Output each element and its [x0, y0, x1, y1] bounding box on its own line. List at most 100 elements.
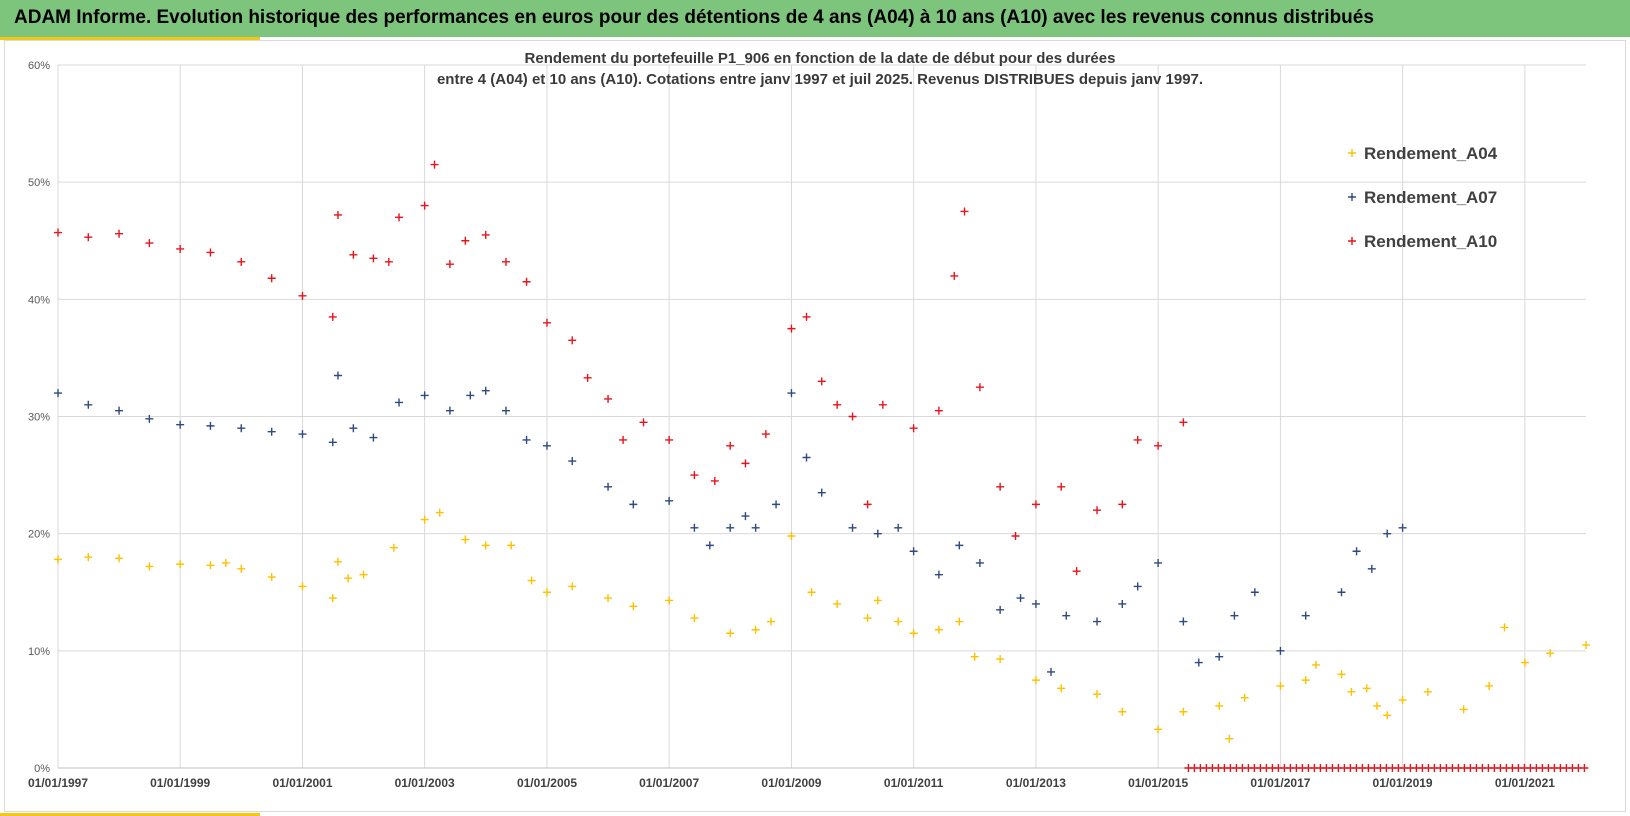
data-point: [690, 614, 699, 623]
data-point: [501, 257, 510, 266]
data-point: [1179, 617, 1188, 626]
data-point: [604, 482, 613, 491]
legend-marker: [1348, 149, 1356, 157]
data-point: [726, 441, 735, 450]
data-point: [206, 561, 215, 570]
data-point: [1582, 640, 1590, 649]
y-tick-label: 40%: [28, 294, 50, 306]
x-tick-label: 01/01/2019: [1373, 776, 1433, 790]
data-point: [1154, 441, 1163, 450]
data-point: [833, 400, 842, 409]
data-point: [333, 210, 342, 219]
data-point: [420, 391, 429, 400]
data-point: [267, 427, 276, 436]
data-point: [369, 433, 378, 442]
data-point: [237, 564, 246, 573]
data-point: [1215, 652, 1224, 661]
data-point: [1423, 687, 1432, 696]
data-point: [848, 523, 857, 532]
data-point: [1276, 681, 1285, 690]
data-point: [333, 557, 342, 566]
data-point: [970, 652, 979, 661]
series-Rendement_A04: [54, 508, 1590, 743]
data-point: [568, 457, 577, 466]
data-point: [1047, 667, 1056, 676]
data-point: [787, 389, 796, 398]
data-point: [420, 515, 429, 524]
x-tick-label: 01/01/1997: [28, 776, 88, 790]
data-point: [1367, 564, 1376, 573]
data-point: [1011, 532, 1020, 541]
data-point: [690, 523, 699, 532]
data-point: [787, 324, 796, 333]
data-point: [955, 617, 964, 626]
data-point: [1072, 567, 1081, 576]
data-point: [1016, 594, 1025, 603]
data-point: [1154, 558, 1163, 567]
data-point: [84, 553, 93, 562]
x-tick-label: 01/01/2009: [761, 776, 821, 790]
data-point: [629, 500, 638, 509]
accent-bar-top: [0, 37, 260, 40]
data-point: [1031, 599, 1040, 608]
data-point: [741, 459, 750, 468]
data-point: [1093, 617, 1102, 626]
data-point: [863, 614, 872, 623]
data-point: [328, 312, 337, 321]
data-point: [1372, 701, 1381, 710]
data-point: [604, 394, 613, 403]
data-point: [522, 277, 531, 286]
data-point: [583, 373, 592, 382]
data-point: [389, 543, 398, 552]
y-tick-label: 30%: [28, 412, 50, 424]
data-point: [420, 201, 429, 210]
data-point: [145, 562, 154, 571]
data-point: [996, 482, 1005, 491]
data-point: [873, 529, 882, 538]
data-point: [1500, 623, 1509, 632]
data-point: [934, 570, 943, 579]
chart-grid: [57, 64, 1586, 769]
data-point: [461, 535, 470, 544]
data-point: [430, 160, 439, 169]
data-point: [267, 573, 276, 582]
x-tick-label: 01/01/2013: [1006, 776, 1066, 790]
data-point: [54, 555, 62, 564]
data-point: [761, 430, 770, 439]
data-point: [542, 588, 551, 597]
data-point: [772, 500, 781, 509]
data-point: [767, 617, 776, 626]
data-point: [1485, 681, 1494, 690]
data-point: [1093, 690, 1102, 699]
data-point: [1520, 658, 1529, 667]
data-point: [568, 336, 577, 345]
data-point: [349, 250, 358, 259]
x-tick-label: 01/01/2005: [517, 776, 577, 790]
data-point: [873, 596, 882, 605]
x-tick-label: 01/01/2021: [1495, 776, 1555, 790]
data-point: [878, 400, 887, 409]
data-point: [501, 406, 510, 415]
chart-frame: [4, 40, 1626, 812]
data-point: [115, 406, 124, 415]
x-tick-label: 01/01/2017: [1250, 776, 1310, 790]
data-point: [934, 625, 943, 634]
data-point: [298, 291, 307, 300]
data-point: [751, 523, 760, 532]
data-point: [395, 398, 404, 407]
y-tick-label: 10%: [28, 646, 50, 658]
data-point: [705, 541, 714, 550]
data-point: [84, 233, 93, 242]
data-point: [206, 248, 215, 257]
data-point: [1347, 687, 1356, 696]
data-point: [690, 471, 699, 480]
data-point: [298, 430, 307, 439]
data-point: [1093, 506, 1102, 515]
data-point: [542, 318, 551, 327]
data-point: [960, 207, 969, 216]
data-point: [833, 599, 842, 608]
data-point: [975, 558, 984, 567]
data-point: [328, 594, 337, 603]
series-Rendement_A10: [54, 160, 1188, 576]
